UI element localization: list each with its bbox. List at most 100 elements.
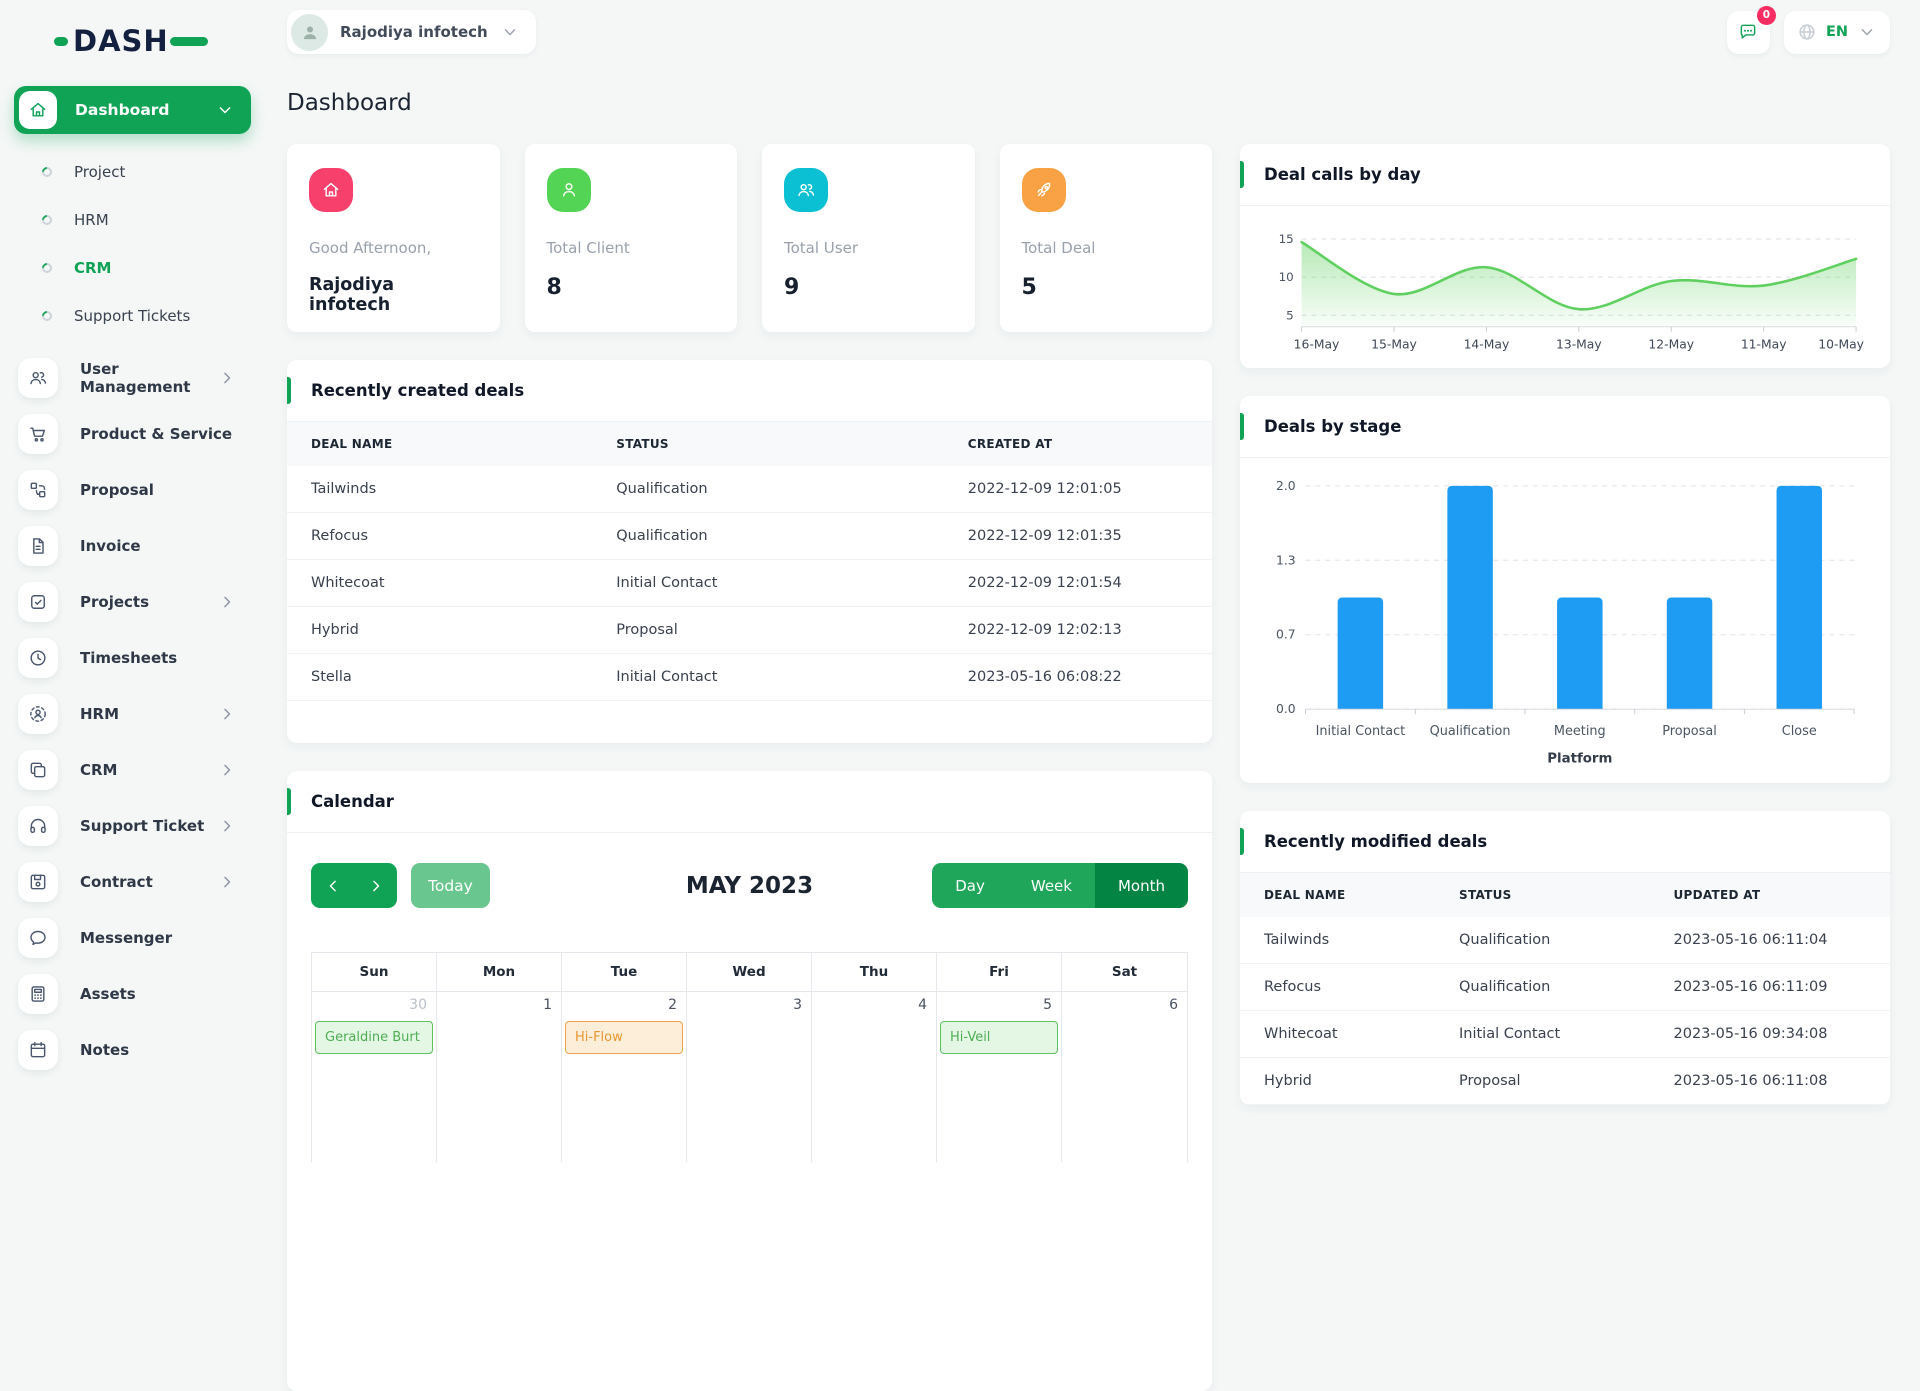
table-cell: Hybrid (1240, 1057, 1435, 1104)
calendar-view-week[interactable]: Week (1008, 863, 1095, 908)
sidebar-item-user-management[interactable]: User Management (18, 350, 251, 406)
svg-text:Proposal: Proposal (1662, 724, 1717, 739)
svg-text:16-May: 16-May (1294, 337, 1340, 351)
headset-icon (18, 806, 58, 846)
calendar-day-cell[interactable]: 3 (687, 992, 812, 1162)
bullet-icon (40, 213, 54, 227)
calendar-today-button[interactable]: Today (411, 863, 490, 908)
sidebar-item-dashboard[interactable]: Dashboard (14, 86, 251, 134)
sidebar-item-projects[interactable]: Projects (18, 574, 251, 630)
calendar-day-cell[interactable]: 5 Hi-Veil (937, 992, 1062, 1162)
users-icon (18, 358, 58, 398)
avatar (291, 14, 328, 51)
table-cell: Refocus (1240, 963, 1435, 1010)
calendar-prev-button[interactable] (311, 863, 354, 908)
weekday-header-tue: Tue (562, 953, 687, 991)
calendar-day-cell[interactable]: 4 (812, 992, 937, 1162)
calendar-next-button[interactable] (354, 863, 397, 908)
table-cell: Qualification (1435, 963, 1650, 1010)
calendar-day-cell[interactable]: 6 (1062, 992, 1187, 1162)
notification-badge: 0 (1757, 6, 1776, 25)
chevron-right-icon (217, 872, 237, 892)
calendar-view-day[interactable]: Day (932, 863, 1008, 908)
stat-value: Rajodiya infotech (309, 275, 478, 315)
chevron-down-icon (500, 22, 520, 42)
table-cell: 2023-05-16 09:34:08 (1650, 1010, 1891, 1057)
sidebar-item-crm[interactable]: CRM (18, 742, 251, 798)
calendar-day-number: 30 (315, 995, 433, 1015)
sidebar-item-invoice[interactable]: Invoice (18, 518, 251, 574)
sidebar-item-label: Invoice (80, 537, 251, 555)
card-accent (1240, 828, 1244, 855)
sidebar-item-hrm[interactable]: HRM (18, 686, 251, 742)
calendar-day-number: 5 (940, 995, 1058, 1015)
sidebar-subitem-label: Support Tickets (74, 307, 190, 325)
sidebar-subitem-crm[interactable]: CRM (42, 244, 251, 292)
main-content: Dashboard Good Afternoon,Rajodiya infote… (265, 64, 1920, 1080)
sidebar-subitem-support-tickets[interactable]: Support Tickets (42, 292, 251, 340)
sidebar-subitem-hrm[interactable]: HRM (42, 196, 251, 244)
table-cell: Whitecoat (287, 560, 592, 607)
calendar-day-cell[interactable]: 30 Geraldine Burt (312, 992, 437, 1162)
sidebar-item-proposal[interactable]: Proposal (18, 462, 251, 518)
table-cell: Stella (287, 654, 592, 701)
sidebar-item-contract[interactable]: Contract (18, 854, 251, 910)
sidebar-item-notes[interactable]: Notes (18, 1022, 251, 1078)
calendar-day-cell[interactable]: 1 (437, 992, 562, 1162)
stat-label: Total Deal (1022, 239, 1191, 257)
sidebar-item-timesheets[interactable]: Timesheets (18, 630, 251, 686)
calendar-event[interactable]: Geraldine Burt (315, 1021, 433, 1054)
sidebar-item-product-service[interactable]: Product & Service (18, 406, 251, 462)
messages-button[interactable]: 0 (1727, 11, 1770, 54)
table-cell: 2022-12-09 12:01:35 (944, 513, 1212, 560)
assets-icon (18, 974, 58, 1014)
topbar: Rajodiya infotech 0 EN (265, 0, 1920, 64)
cart-icon (18, 414, 58, 454)
sidebar-item-label: Support Ticket (80, 817, 217, 835)
column-header: STATUS (592, 422, 944, 466)
brand-logo[interactable]: DASH (14, 14, 251, 64)
svg-text:11-May: 11-May (1741, 337, 1787, 351)
sidebar-item-label: CRM (80, 761, 217, 779)
sidebar-item-messenger[interactable]: Messenger (18, 910, 251, 966)
calendar-view-month[interactable]: Month (1095, 863, 1188, 908)
sidebar-item-label: Timesheets (80, 649, 251, 667)
chevron-right-icon (217, 816, 237, 836)
chevron-right-icon (217, 368, 237, 388)
language-selector[interactable]: EN (1784, 11, 1890, 54)
calendar-nav-group (311, 863, 397, 908)
contract-icon (18, 862, 58, 902)
workspace-selector[interactable]: Rajodiya infotech (287, 10, 536, 54)
calendar-event[interactable]: Hi-Veil (940, 1021, 1058, 1054)
projects-icon (18, 582, 58, 622)
card-accent (287, 788, 291, 815)
calendar-event[interactable]: Hi-Flow (565, 1021, 683, 1054)
sidebar-item-assets[interactable]: Assets (18, 966, 251, 1022)
calendar-day-number: 1 (440, 995, 558, 1015)
home-icon (309, 168, 353, 212)
chat-icon (1738, 22, 1758, 42)
sidebar-subitem-project[interactable]: Project (42, 148, 251, 196)
table-cell: 2023-05-16 06:08:22 (944, 654, 1212, 701)
table-cell: 2023-05-16 06:11:08 (1650, 1057, 1891, 1104)
svg-text:Close: Close (1782, 724, 1817, 739)
sidebar-item-support-ticket[interactable]: Support Ticket (18, 798, 251, 854)
chevron-down-icon (215, 100, 235, 120)
